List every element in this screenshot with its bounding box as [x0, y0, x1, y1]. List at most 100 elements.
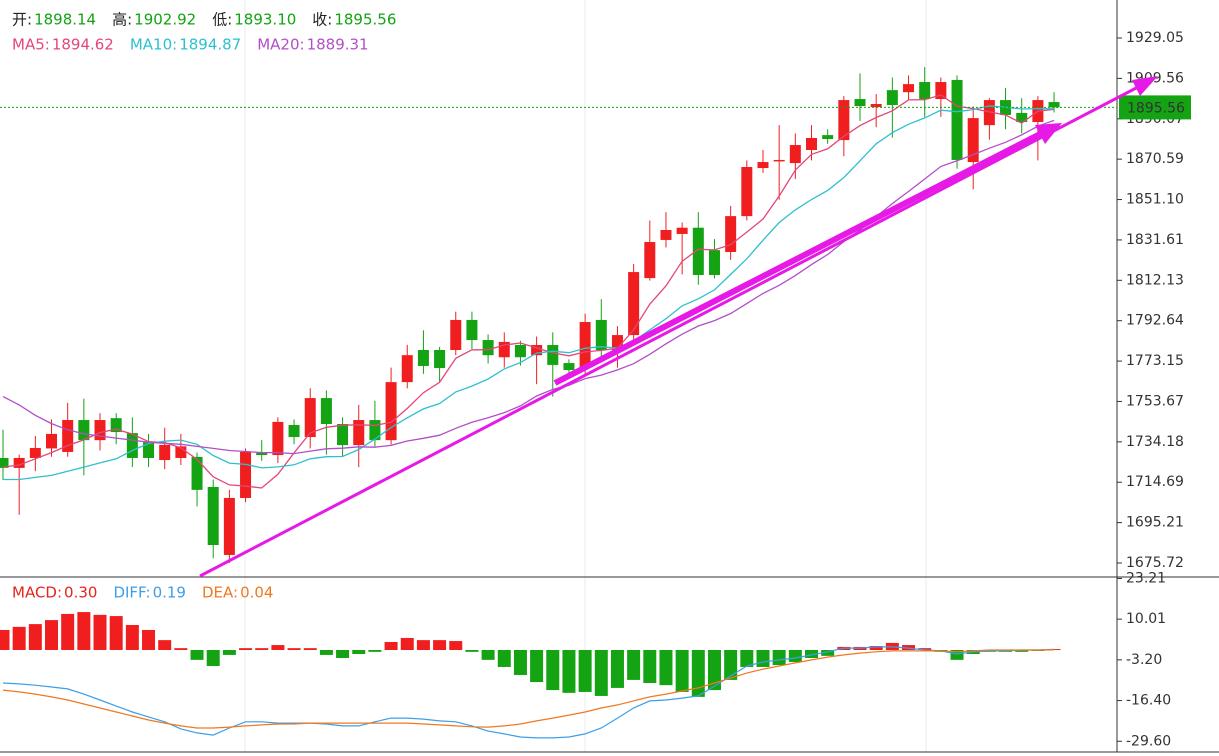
candle-body	[13, 457, 25, 468]
legend-label: MACD:	[12, 584, 62, 602]
macd-bar	[659, 649, 673, 686]
candle-body	[46, 433, 58, 449]
macd-bar	[691, 649, 705, 697]
macd-bar	[77, 612, 91, 650]
legend-label: MA10:	[130, 36, 177, 54]
macd-bar	[578, 649, 592, 692]
macd-bar	[562, 649, 576, 693]
candle-body	[450, 319, 462, 350]
indicator-line	[2, 646, 1055, 739]
candle-body	[223, 497, 235, 555]
macd-bar	[400, 637, 414, 650]
candle-body	[611, 335, 623, 350]
macd-bar	[109, 616, 123, 650]
candle-body	[644, 242, 656, 279]
candle-body	[207, 486, 219, 546]
legend-value: 1893.10	[234, 11, 296, 29]
candle-body	[417, 349, 429, 366]
macd-bar	[805, 649, 818, 659]
candle-body	[369, 420, 381, 441]
macd-bar	[513, 649, 527, 675]
y-tick-label: 1851.10	[1126, 192, 1184, 208]
macd-bar	[643, 649, 657, 683]
macd-bar	[610, 649, 624, 688]
macd-bar	[142, 629, 156, 650]
indicator-line	[2, 94, 1055, 489]
candle-body	[725, 216, 737, 252]
candle-body	[320, 398, 332, 424]
candle-body	[806, 137, 817, 151]
macd-bar	[384, 641, 398, 650]
arrow-head	[1132, 76, 1158, 96]
candle-body	[498, 341, 510, 358]
macd-bar	[0, 629, 10, 650]
legend-value: 0.04	[240, 584, 273, 602]
macd-bar	[546, 649, 560, 691]
candle-body	[78, 420, 90, 441]
candle-body	[191, 456, 203, 490]
candle-body	[967, 118, 979, 163]
legend-value: 0.30	[64, 584, 97, 602]
plot-layer: 1929.051909.561890.071870.591851.101831.…	[0, 11, 1191, 749]
candle-body	[951, 79, 963, 160]
macd-bar	[319, 649, 333, 655]
legend-value: 1898.14	[34, 11, 96, 29]
candle-body	[0, 457, 9, 468]
candle-body	[886, 90, 898, 106]
candle-body	[385, 382, 397, 441]
legend-value: 1894.62	[52, 36, 114, 54]
macd-bar	[756, 649, 770, 667]
last-price-label: 1895.56	[1127, 100, 1185, 116]
indicator-line	[2, 649, 1055, 729]
candle-body	[401, 355, 413, 383]
y-tick-label: 10.01	[1126, 611, 1166, 627]
candle-body	[29, 448, 41, 458]
candle-body	[94, 420, 106, 441]
legend-label: DEA:	[202, 584, 238, 602]
y-tick-label: 1773.15	[1126, 353, 1184, 369]
macd-bar	[125, 625, 139, 650]
macd-bar	[481, 649, 495, 660]
candle-body	[563, 363, 575, 371]
macd-bar	[12, 626, 26, 650]
candle-body	[628, 272, 640, 336]
candle-body	[660, 230, 672, 240]
macd-bar	[93, 614, 107, 650]
candle-body	[870, 104, 882, 108]
annotation-arrow	[199, 76, 1158, 578]
macd-bar	[336, 649, 350, 659]
y-tick-label: 1831.61	[1126, 232, 1184, 248]
legend-label: 收:	[312, 11, 332, 29]
macd-bar	[158, 640, 172, 650]
macd-bar	[1015, 649, 1029, 652]
y-tick-label: 1753.67	[1126, 393, 1184, 409]
candle-body	[854, 99, 866, 107]
candle-body	[337, 423, 349, 446]
macd-bar	[416, 640, 430, 650]
macd-bar	[707, 649, 721, 691]
macd-bar	[740, 649, 754, 667]
candle-body	[789, 145, 801, 164]
candle-body	[256, 452, 268, 456]
macd-bar	[449, 641, 463, 650]
candle-body	[579, 322, 591, 369]
macd-bar	[287, 648, 301, 650]
legend-label: 开:	[12, 11, 32, 29]
macd-bar	[788, 649, 802, 663]
candle-body	[288, 425, 300, 438]
candle-body	[159, 444, 171, 461]
y-tick-label: 1870.59	[1126, 151, 1184, 167]
macd-bar	[255, 648, 269, 650]
macd-bar	[45, 620, 59, 650]
candle-body	[935, 82, 947, 100]
macd-bar	[352, 649, 366, 655]
macd-bar	[675, 649, 689, 692]
y-tick-label: 1714.69	[1126, 474, 1184, 490]
candle-body	[757, 162, 769, 169]
macd-bar	[174, 648, 188, 650]
legend-label: 高:	[112, 11, 132, 29]
candle-body	[304, 398, 316, 438]
macd-bar	[190, 649, 204, 660]
legend-label: DIFF:	[113, 584, 150, 602]
